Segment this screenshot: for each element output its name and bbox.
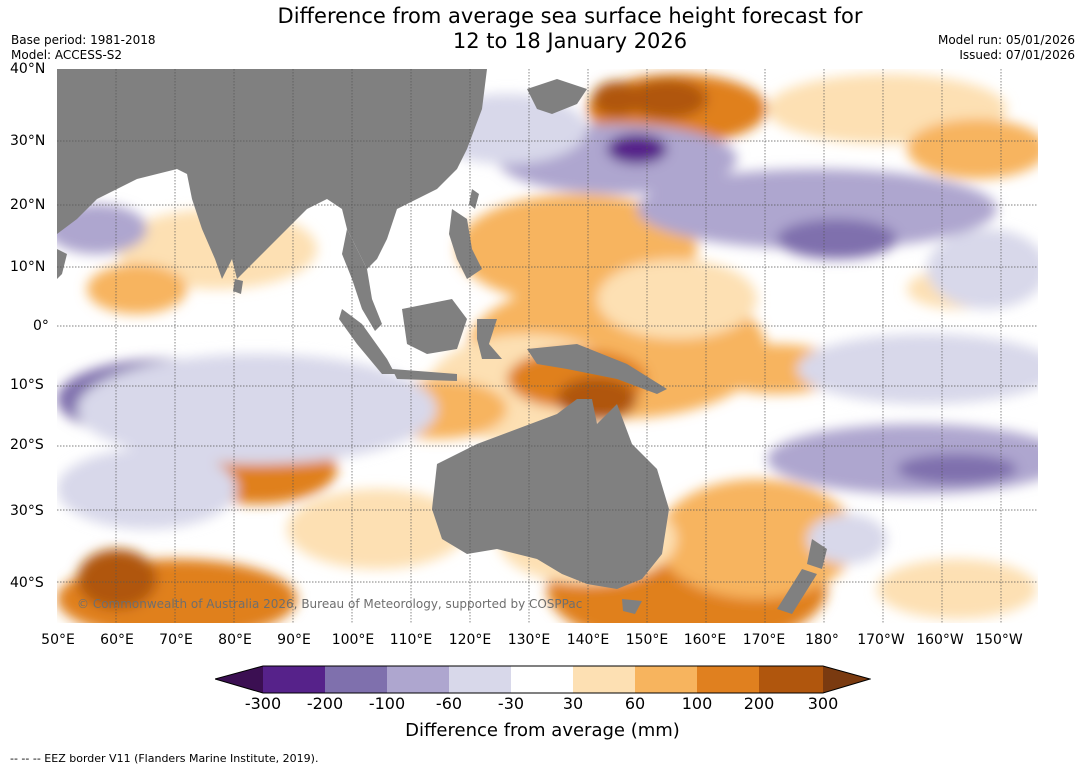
lon-label-130e: 130°E [507, 632, 551, 648]
colorbar-tick: -200 [306, 694, 344, 713]
graticule [57, 69, 1038, 623]
lon-label-180: 180° [805, 632, 839, 648]
base-period: Base period: 1981-2018 [11, 33, 156, 47]
lon-label-170w: 170°W [857, 632, 905, 648]
issued-date: Issued: 07/01/2026 [959, 48, 1075, 62]
lat-label-40s: 40°S [10, 575, 44, 591]
lon-label-50e: 50°E [41, 632, 75, 648]
colorbar-tick: -100 [368, 694, 406, 713]
lat-label-eq: 0° [33, 318, 49, 334]
land-masses [57, 69, 827, 614]
colorbar-tick: 200 [743, 694, 775, 713]
lon-label-100e: 100°E [331, 632, 375, 648]
colorbar-segment-1 [263, 666, 325, 693]
lon-label-90e: 90°E [277, 632, 311, 648]
map-canvas [57, 69, 1038, 623]
eez-footnote: -- -- -- EEZ border V11 (Flanders Marine… [10, 752, 319, 765]
map-title: Difference from average sea surface heig… [0, 4, 1085, 54]
colorbar-arrow-left [215, 666, 263, 693]
meta-left: Base period: 1981-2018 Model: ACCESS-S2 [11, 33, 156, 63]
lon-label-170e: 170°E [742, 632, 786, 648]
lon-label-60e: 60°E [100, 632, 134, 648]
lat-label-40n: 40°N [10, 61, 46, 77]
lon-label-70e: 70°E [159, 632, 193, 648]
lon-label-150e: 150°E [625, 632, 669, 648]
colorbar-segment-9 [759, 666, 823, 693]
lat-label-20s: 20°S [10, 437, 44, 453]
lat-label-10n: 10°N [10, 259, 46, 275]
colorbar-tick: 30 [562, 694, 584, 713]
colorbar-segment-3 [387, 666, 449, 693]
lat-label-20n: 20°N [10, 197, 46, 213]
colorbar-tick: -300 [244, 694, 282, 713]
lon-label-80e: 80°E [218, 632, 252, 648]
lat-label-30s: 30°S [10, 503, 44, 519]
colorbar-segment-8 [697, 666, 759, 693]
colorbar-segment-4 [449, 666, 511, 693]
model-name: Model: ACCESS-S2 [11, 48, 123, 62]
colorbar-segment-2 [325, 666, 387, 693]
lon-label-160w: 160°W [916, 632, 964, 648]
colorbar-tick: 100 [681, 694, 713, 713]
lon-label-140e: 140°E [566, 632, 610, 648]
colorbar-segment-6 [573, 666, 635, 693]
colorbar-tick: -30 [497, 694, 525, 713]
map-area [57, 69, 1038, 623]
title-line-2: 12 to 18 January 2026 [452, 29, 688, 53]
colorbar-segment-7 [635, 666, 697, 693]
copyright-notice: © Commonwealth of Australia 2026, Bureau… [77, 597, 583, 611]
model-run: Model run: 05/01/2026 [937, 33, 1075, 47]
legend-title: Difference from average (mm) [405, 720, 680, 741]
lon-label-110e: 110°E [389, 632, 433, 648]
colorbar-segment-5 [511, 666, 573, 693]
title-line-1: Difference from average sea surface heig… [277, 4, 863, 28]
lat-label-30n: 30°N [10, 133, 46, 149]
meta-right: Model run: 05/01/2026 Issued: 07/01/2026 [938, 33, 1075, 63]
colorbar-tick: 60 [624, 694, 646, 713]
colorbar-arrow-right [823, 666, 870, 693]
colorbar [215, 665, 871, 694]
colorbar-tick: -60 [435, 694, 463, 713]
lon-label-160e: 160°E [683, 632, 727, 648]
lon-label-120e: 120°E [448, 632, 492, 648]
colorbar-tick: 300 [807, 694, 839, 713]
lat-label-10s: 10°S [10, 377, 44, 393]
lon-label-150w: 150°W [975, 632, 1023, 648]
